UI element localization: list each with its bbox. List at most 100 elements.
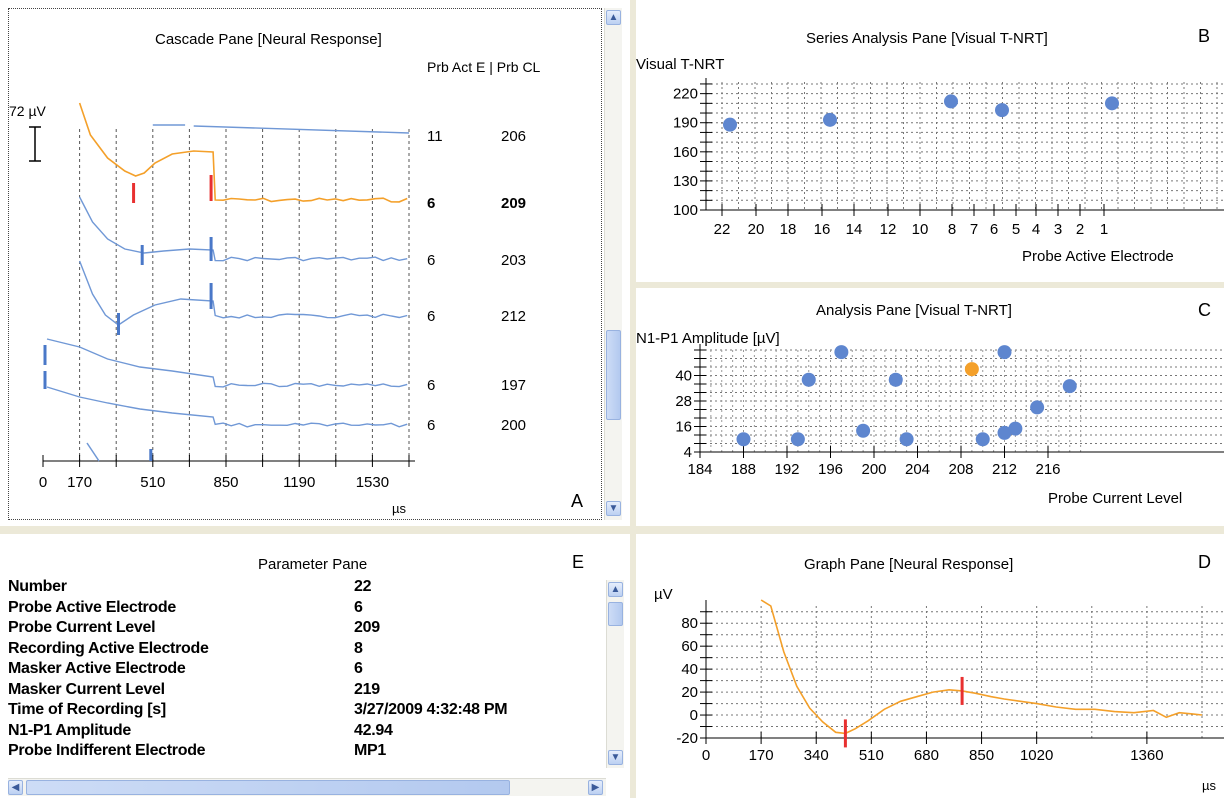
scroll-up-icon[interactable]: ▲ [606, 10, 621, 25]
scroll-down-icon[interactable]: ▼ [608, 750, 623, 765]
parameter-value: 42.94 [354, 721, 393, 739]
x-tick-label: 1 [1100, 221, 1108, 238]
y-tick-label: 40 [675, 368, 692, 385]
analysis-plot[interactable]: 4 16 28 40 184 188 192 196 200 204 208 212 216 [636, 288, 1224, 526]
scroll-right-icon[interactable]: ▶ [588, 780, 603, 795]
trace-line [78, 196, 408, 262]
x-tick-label: 1020 [1020, 747, 1053, 764]
trace-line [86, 442, 100, 462]
data-point [834, 345, 849, 360]
parameter-value: 209 [354, 619, 380, 636]
x-tick-label: 12 [880, 221, 897, 238]
series-analysis-pane: Series Analysis Pane [Visual T-NRT] B Vi… [636, 0, 1224, 282]
pane-separator[interactable] [636, 282, 1224, 288]
series-ylabel: Visual T-NRT [636, 56, 725, 73]
data-point [823, 112, 837, 127]
row-electrode: 6 [427, 377, 435, 394]
x-tick-label: 1190 [283, 474, 315, 491]
row-electrode: 6 [427, 252, 435, 269]
x-tick-label: 4 [1032, 221, 1040, 238]
data-point [997, 425, 1012, 440]
parameter-value: 219 [354, 680, 380, 698]
x-tick-label: 1530 [356, 474, 389, 491]
trace-line [46, 386, 408, 428]
parameter-hscrollbar[interactable]: ◀ ▶ [8, 778, 606, 796]
parameter-value: 8 [354, 639, 363, 657]
y-tick-label: 28 [675, 393, 692, 410]
parameter-name: Probe Indifferent Electrode [8, 742, 206, 759]
data-point [975, 432, 990, 447]
trace-line [152, 124, 410, 134]
parameter-list: Number 22 Probe Active Electrode 6 Probe Cur… [8, 578, 598, 766]
parameter-title: Parameter Pane [258, 556, 368, 573]
scroll-thumb[interactable] [26, 780, 510, 795]
parameter-scrollbar[interactable]: ▲ ▼ [606, 580, 624, 768]
y-tick-label: 130 [673, 173, 698, 190]
y-tick-label: -20 [676, 730, 698, 747]
scroll-left-icon[interactable]: ◀ [8, 780, 23, 795]
x-tick-label: 170 [67, 474, 92, 491]
scroll-thumb[interactable] [608, 602, 623, 626]
parameter-name: Probe Current Level [8, 619, 156, 636]
row-electrode: 6 [427, 308, 435, 325]
data-point [899, 432, 914, 447]
x-tick-label: 3 [1054, 221, 1062, 238]
data-point [801, 372, 816, 387]
x-tick-label: 0 [702, 747, 710, 764]
pane-letter-c: C [1198, 300, 1211, 320]
pane-letter-d: D [1198, 552, 1211, 572]
y-tick-label: 60 [681, 638, 698, 655]
row-electrode: 11 [427, 128, 443, 145]
x-tick-label: 212 [992, 461, 1017, 478]
x-tick-label: 7 [970, 221, 978, 238]
cascade-title: Cascade Pane [Neural Response] [155, 31, 382, 48]
y-tick-label: 20 [681, 684, 698, 701]
series-xlabel: Probe Active Electrode [1022, 248, 1174, 265]
scroll-thumb[interactable] [606, 330, 621, 420]
x-unit-label: µs [392, 501, 406, 516]
row-current-level: 203 [501, 252, 526, 269]
data-point [1105, 96, 1119, 111]
graph-ylabel: µV [654, 586, 673, 603]
pane-separator[interactable] [0, 526, 1224, 534]
parameter-value: 6 [354, 598, 363, 616]
graph-title: Graph Pane [Neural Response] [804, 556, 1014, 573]
scroll-down-icon[interactable]: ▼ [606, 501, 621, 516]
parameter-value: MP1 [354, 742, 386, 759]
x-tick-label: 184 [687, 461, 712, 478]
x-tick-label: 200 [861, 461, 886, 478]
analysis-pane: Analysis Pane [Visual T-NRT] C N1-P1 Amp… [636, 288, 1224, 526]
pane-letter-b: B [1198, 26, 1211, 46]
y-tick-label: 160 [673, 144, 698, 161]
data-point [997, 345, 1012, 360]
x-tick-label: 10 [912, 221, 929, 238]
series-plot[interactable]: 100 130 160 190 220 22 20 18 16 14 12 10 8 7 6 5 4 3 2 1 [636, 0, 1224, 282]
parameter-value: 6 [354, 660, 363, 677]
analysis-xlabel: Probe Current Level [1048, 490, 1183, 507]
parameter-name: Recording Active Electrode [8, 639, 209, 657]
cascade-scrollbar[interactable]: ▲ ▼ [604, 8, 622, 520]
row-current-level: 200 [501, 417, 526, 434]
x-tick-label: 204 [905, 461, 930, 478]
analysis-ylabel: N1-P1 Amplitude [µV] [636, 330, 780, 347]
x-tick-label: 14 [846, 221, 863, 238]
parameter-name: N1-P1 Amplitude [8, 721, 131, 739]
selected-data-point [964, 362, 979, 377]
x-tick-label: 20 [748, 221, 765, 238]
parameter-name: Masker Active Electrode [8, 660, 186, 677]
x-tick-label: 18 [780, 221, 797, 238]
scroll-up-icon[interactable]: ▲ [608, 582, 623, 597]
parameter-name: Number [8, 578, 67, 595]
x-tick-label: 188 [731, 461, 756, 478]
data-point [736, 432, 751, 447]
data-point [1008, 421, 1023, 436]
x-tick-label: 6 [990, 221, 998, 238]
pane-separator[interactable] [630, 0, 636, 798]
data-point [995, 103, 1009, 118]
y-tick-label: 16 [675, 419, 692, 436]
data-point [888, 372, 903, 387]
cascade-pane: Cascade Pane [Neural Response] Prb Act E… [8, 8, 602, 520]
x-tick-label: 340 [804, 747, 829, 764]
